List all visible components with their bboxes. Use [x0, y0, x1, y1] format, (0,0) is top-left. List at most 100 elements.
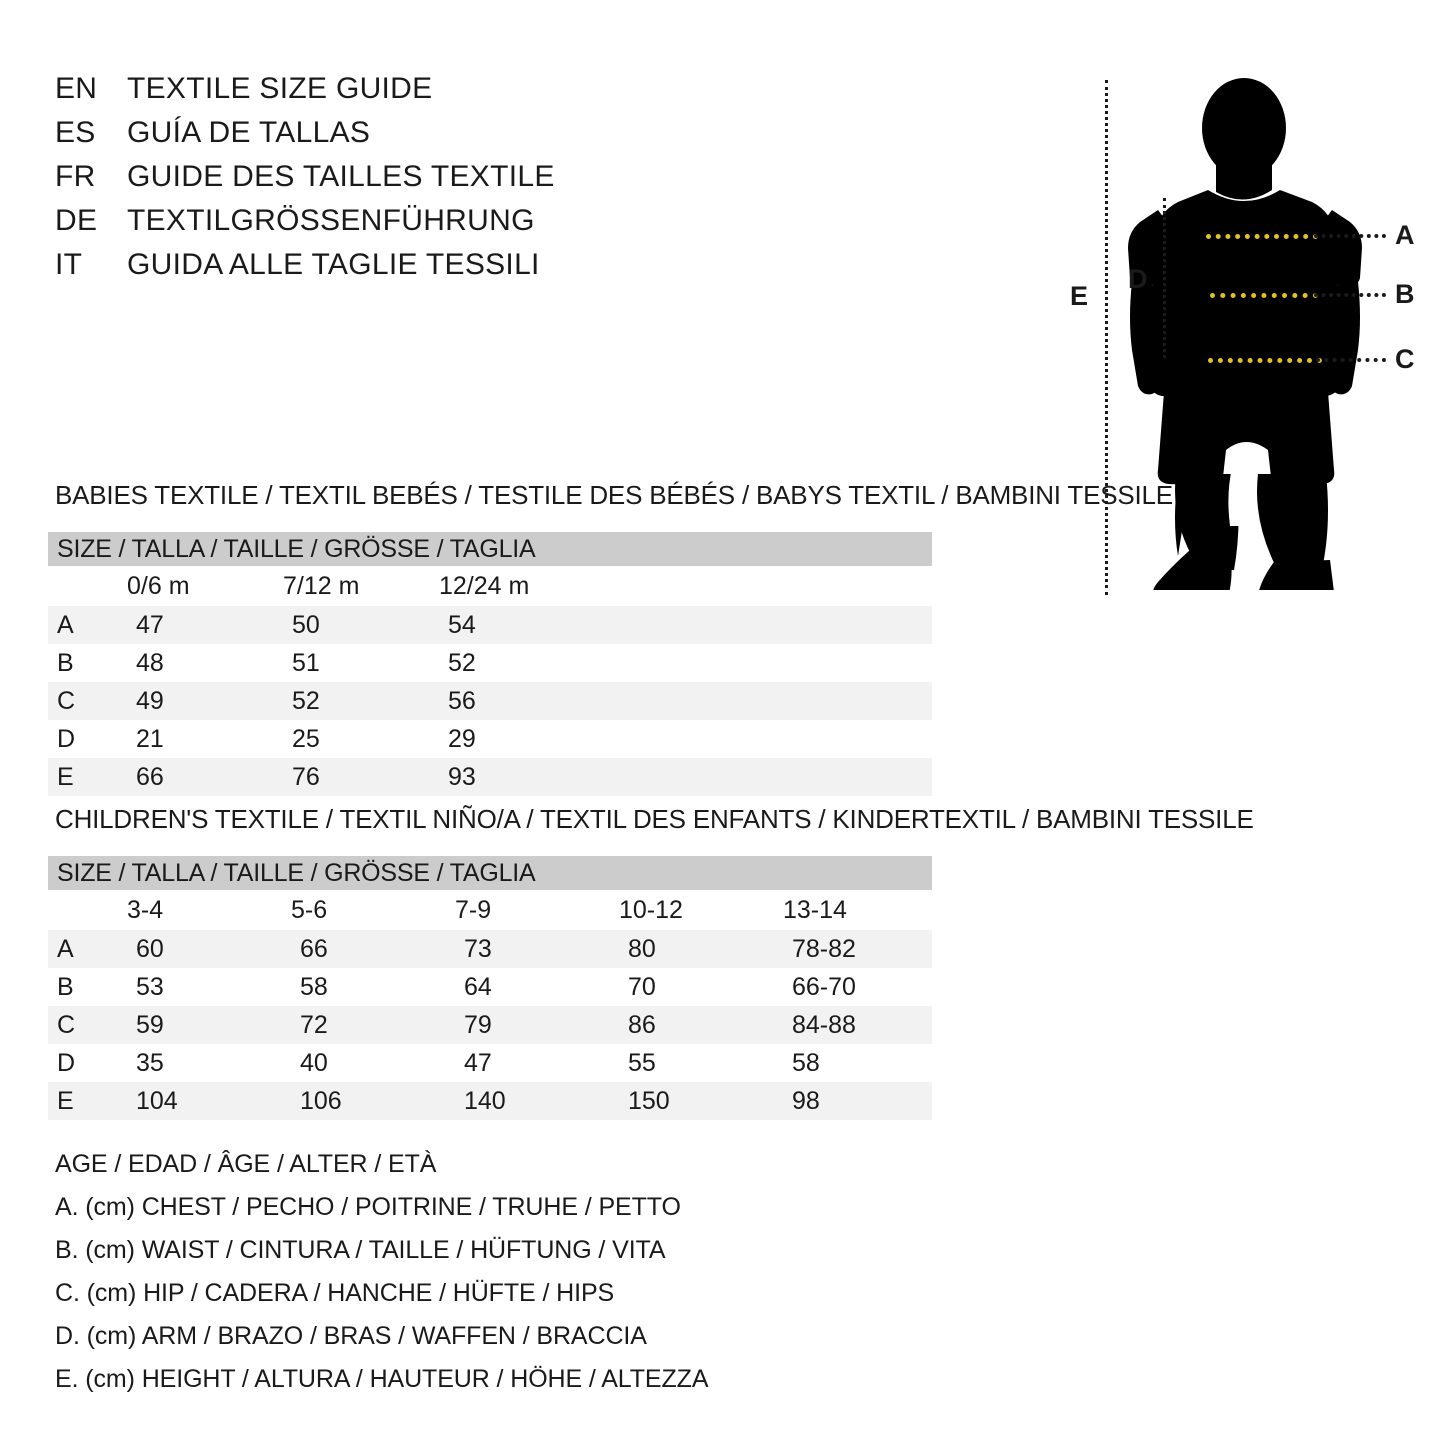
- table-row: D 21 25 29: [48, 720, 932, 758]
- children-column-header-row: 3-4 5-6 7-9 10-12 13-14: [48, 890, 932, 930]
- title-row-es: ES GUÍA DE TALLAS: [55, 116, 695, 160]
- babies-cell-a-1: 50: [292, 610, 320, 639]
- table-row: C 59 72 79 86 84-88: [48, 1006, 932, 1044]
- children-cell-c-2: 79: [464, 1010, 492, 1039]
- table-row: D 35 40 47 55 58: [48, 1044, 932, 1082]
- title-row-fr: FR GUIDE DES TAILLES TEXTILE: [55, 160, 695, 204]
- babies-cell-c-0: 49: [136, 686, 164, 715]
- legend-hip: C. (cm) HIP / CADERA / HANCHE / HÜFTE / …: [55, 1279, 615, 1307]
- babies-table-header-bar: SIZE / TALLA / TAILLE / GRÖSSE / TAGLIA: [48, 532, 932, 566]
- table-row: A 47 50 54: [48, 606, 932, 644]
- children-cell-a-2: 73: [464, 934, 492, 963]
- hip-measure-line-c: [1208, 358, 1322, 363]
- babies-row-label-e: E: [57, 762, 74, 791]
- children-cell-d-2: 47: [464, 1048, 492, 1077]
- children-cell-e-2: 140: [464, 1086, 506, 1115]
- table-row: C 49 52 56: [48, 682, 932, 720]
- children-cell-c-4: 84-88: [792, 1010, 856, 1039]
- legend-chest: A. (cm) CHEST / PECHO / POITRINE / TRUHE…: [55, 1193, 681, 1221]
- children-table-header-label: SIZE / TALLA / TAILLE / GRÖSSE / TAGLIA: [57, 858, 536, 887]
- children-row-label-c: C: [57, 1010, 76, 1039]
- babies-cell-b-1: 51: [292, 648, 320, 677]
- children-cell-b-0: 53: [136, 972, 164, 1001]
- babies-cell-d-0: 21: [136, 724, 164, 753]
- hip-leader-line-c: [1316, 358, 1386, 362]
- legend-age: AGE / EDAD / ÂGE / ALTER / ETÀ: [55, 1150, 437, 1178]
- babies-cell-e-1: 76: [292, 762, 320, 791]
- table-row: B 48 51 52: [48, 644, 932, 682]
- child-silhouette-icon: [1128, 78, 1362, 590]
- children-column-header-1: 5-6: [291, 895, 328, 924]
- babies-cell-e-2: 93: [448, 762, 476, 791]
- babies-cell-c-2: 56: [448, 686, 476, 715]
- babies-cell-d-2: 29: [448, 724, 476, 753]
- children-cell-e-3: 150: [628, 1086, 670, 1115]
- babies-row-label-b: B: [57, 648, 74, 677]
- babies-row-label-a: A: [57, 610, 74, 639]
- children-cell-a-4: 78-82: [792, 934, 856, 963]
- children-column-header-4: 13-14: [783, 895, 847, 924]
- babies-size-table: SIZE / TALLA / TAILLE / GRÖSSE / TAGLIA …: [48, 532, 932, 796]
- chest-measure-line-a: [1206, 234, 1318, 239]
- children-cell-b-4: 66-70: [792, 972, 856, 1001]
- table-row: E 66 76 93: [48, 758, 932, 796]
- children-column-header-3: 10-12: [619, 895, 683, 924]
- table-row: E 104 106 140 150 98: [48, 1082, 932, 1120]
- children-cell-b-3: 70: [628, 972, 656, 1001]
- title-text-en: TEXTILE SIZE GUIDE: [127, 72, 433, 105]
- babies-section-heading: BABIES TEXTILE / TEXTIL BEBÉS / TESTILE …: [55, 480, 1173, 510]
- babies-cell-b-2: 52: [448, 648, 476, 677]
- title-text-es: GUÍA DE TALLAS: [127, 116, 371, 149]
- children-cell-d-0: 35: [136, 1048, 164, 1077]
- children-cell-d-4: 58: [792, 1048, 820, 1077]
- figure-label-b: B: [1395, 279, 1415, 309]
- children-row-label-b: B: [57, 972, 74, 1001]
- title-row-de: DE TEXTILGRÖSSENFÜHRUNG: [55, 204, 695, 248]
- babies-cell-c-1: 52: [292, 686, 320, 715]
- babies-cell-b-0: 48: [136, 648, 164, 677]
- title-block: EN TEXTILE SIZE GUIDE ES GUÍA DE TALLAS …: [55, 72, 695, 292]
- babies-row-label-c: C: [57, 686, 76, 715]
- children-column-header-0: 3-4: [127, 895, 164, 924]
- children-cell-d-1: 40: [300, 1048, 328, 1077]
- title-text-fr: GUIDE DES TAILLES TEXTILE: [127, 160, 555, 193]
- figure-label-e: E: [1070, 281, 1089, 311]
- children-section-heading: CHILDREN'S TEXTILE / TEXTIL NIÑO/A / TEX…: [55, 804, 1254, 834]
- children-cell-c-0: 59: [136, 1010, 164, 1039]
- height-reference-line-e: [1105, 80, 1108, 595]
- title-text-de: TEXTILGRÖSSENFÜHRUNG: [127, 204, 535, 237]
- language-code-en: EN: [55, 72, 98, 105]
- children-cell-a-1: 66: [300, 934, 328, 963]
- children-cell-b-1: 58: [300, 972, 328, 1001]
- language-code-it: IT: [55, 248, 83, 281]
- figure-label-c: C: [1395, 344, 1415, 374]
- language-code-es: ES: [55, 116, 96, 149]
- figure-label-a: A: [1395, 220, 1415, 250]
- language-code-de: DE: [55, 204, 98, 237]
- children-cell-c-1: 72: [300, 1010, 328, 1039]
- chest-leader-line-a: [1314, 234, 1386, 238]
- arm-reference-line-d: [1163, 198, 1166, 358]
- children-row-label-d: D: [57, 1048, 76, 1077]
- children-cell-c-3: 86: [628, 1010, 656, 1039]
- children-row-label-e: E: [57, 1086, 74, 1115]
- babies-row-label-d: D: [57, 724, 76, 753]
- table-row: A 60 66 73 80 78-82: [48, 930, 932, 968]
- children-cell-e-1: 106: [300, 1086, 342, 1115]
- babies-column-header-row: 0/6 m 7/12 m 12/24 m: [48, 566, 932, 606]
- waist-leader-line-b: [1314, 293, 1386, 297]
- measurement-figure: A B C D E: [1040, 50, 1440, 595]
- babies-cell-e-0: 66: [136, 762, 164, 791]
- legend-height: E. (cm) HEIGHT / ALTURA / HAUTEUR / HÖHE…: [55, 1365, 709, 1393]
- table-row: B 53 58 64 70 66-70: [48, 968, 932, 1006]
- legend-arm: D. (cm) ARM / BRAZO / BRAS / WAFFEN / BR…: [55, 1322, 647, 1350]
- babies-column-header-0: 0/6 m: [127, 571, 190, 600]
- children-column-header-2: 7-9: [455, 895, 492, 924]
- children-cell-a-3: 80: [628, 934, 656, 963]
- babies-cell-a-2: 54: [448, 610, 476, 639]
- measurement-legend: AGE / EDAD / ÂGE / ALTER / ETÀ A. (cm) C…: [55, 1143, 815, 1401]
- waist-measure-line-b: [1210, 293, 1318, 298]
- babies-table-header-label: SIZE / TALLA / TAILLE / GRÖSSE / TAGLIA: [57, 534, 536, 563]
- children-cell-d-3: 55: [628, 1048, 656, 1077]
